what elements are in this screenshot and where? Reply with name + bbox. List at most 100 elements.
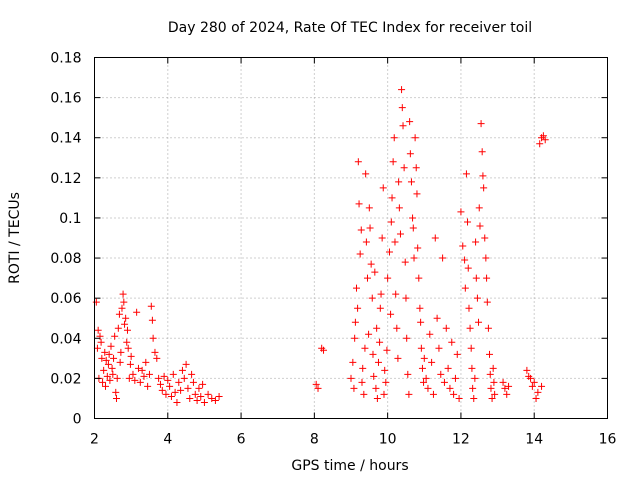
data-point xyxy=(354,158,362,166)
data-point xyxy=(528,382,536,390)
data-point xyxy=(478,148,486,156)
data-point xyxy=(409,214,417,222)
data-point xyxy=(105,350,113,358)
data-point xyxy=(377,290,385,298)
data-point xyxy=(534,388,542,396)
data-point xyxy=(178,366,186,374)
data-point xyxy=(481,234,489,242)
data-point xyxy=(469,384,477,392)
data-point xyxy=(370,372,378,380)
data-point xyxy=(357,226,365,234)
data-point xyxy=(484,324,492,332)
data-point xyxy=(473,294,481,302)
data-point xyxy=(99,378,107,386)
data-point xyxy=(538,382,546,390)
data-point xyxy=(437,370,445,378)
data-point xyxy=(314,384,322,392)
data-point xyxy=(541,136,549,144)
data-point xyxy=(140,372,148,380)
data-point xyxy=(182,360,190,368)
x-tick-label: 4 xyxy=(163,432,172,448)
data-point xyxy=(148,316,156,324)
data-point xyxy=(532,394,540,402)
data-point xyxy=(401,258,409,266)
data-point xyxy=(400,164,408,172)
data-point xyxy=(395,178,403,186)
data-point xyxy=(407,178,415,186)
data-point xyxy=(416,304,424,312)
data-point xyxy=(392,290,400,298)
data-point xyxy=(374,358,382,366)
data-point xyxy=(160,372,168,380)
data-point xyxy=(164,376,172,384)
data-point xyxy=(320,346,328,354)
data-point xyxy=(393,324,401,332)
data-point xyxy=(351,318,359,326)
data-point xyxy=(110,354,118,362)
data-point xyxy=(98,354,106,362)
data-point xyxy=(488,394,496,402)
data-point xyxy=(153,354,161,362)
data-point xyxy=(373,394,381,402)
data-point xyxy=(379,184,387,192)
data-point xyxy=(101,348,109,356)
data-point xyxy=(117,348,125,356)
data-point xyxy=(482,254,490,262)
data-point xyxy=(106,376,114,384)
data-point xyxy=(184,384,192,392)
data-point xyxy=(200,398,208,406)
data-point xyxy=(368,294,376,302)
data-point xyxy=(101,382,109,390)
data-point xyxy=(126,360,134,368)
data-point xyxy=(471,374,479,382)
data-point xyxy=(491,390,499,398)
data-point xyxy=(398,104,406,112)
data-point xyxy=(429,390,437,398)
data-point xyxy=(103,372,111,380)
data-point xyxy=(186,394,194,402)
data-point xyxy=(499,378,507,386)
axis-ticks xyxy=(94,57,608,419)
data-point xyxy=(412,164,420,172)
data-point xyxy=(472,238,480,246)
y-tick-label: 0 xyxy=(73,412,82,428)
data-point xyxy=(93,344,101,352)
data-point xyxy=(120,298,128,306)
data-point xyxy=(382,378,390,386)
data-point xyxy=(461,256,469,264)
data-point xyxy=(133,308,141,316)
data-point xyxy=(388,194,396,202)
y-tick-labels: 0 0.02 0.04 0.06 0.08 0.1 0.12 0.14 0.16 0.18 xyxy=(50,51,81,428)
data-point xyxy=(433,314,441,322)
data-point xyxy=(394,354,402,362)
data-point xyxy=(366,224,374,232)
data-point xyxy=(442,324,450,332)
data-point xyxy=(371,268,379,276)
data-point xyxy=(448,338,456,346)
data-point xyxy=(169,370,177,378)
data-point xyxy=(138,366,146,374)
data-point xyxy=(350,384,358,392)
data-point xyxy=(487,384,495,392)
data-point xyxy=(116,358,124,366)
data-point xyxy=(113,374,121,382)
data-point xyxy=(155,374,163,382)
data-point xyxy=(365,330,373,338)
data-point xyxy=(475,318,483,326)
data-point xyxy=(435,344,443,352)
data-point xyxy=(127,352,135,360)
data-point xyxy=(426,330,434,338)
data-point xyxy=(405,390,413,398)
data-point xyxy=(472,274,480,282)
data-point xyxy=(145,370,153,378)
data-point xyxy=(465,304,473,312)
data-point xyxy=(361,344,369,352)
data-point xyxy=(124,344,132,352)
data-point xyxy=(396,230,404,238)
data-point xyxy=(167,392,175,400)
data-point xyxy=(102,356,110,364)
y-tick-label: 0.12 xyxy=(50,171,81,187)
x-tick-label: 16 xyxy=(599,432,617,448)
data-point xyxy=(367,260,375,268)
data-point xyxy=(420,378,428,386)
